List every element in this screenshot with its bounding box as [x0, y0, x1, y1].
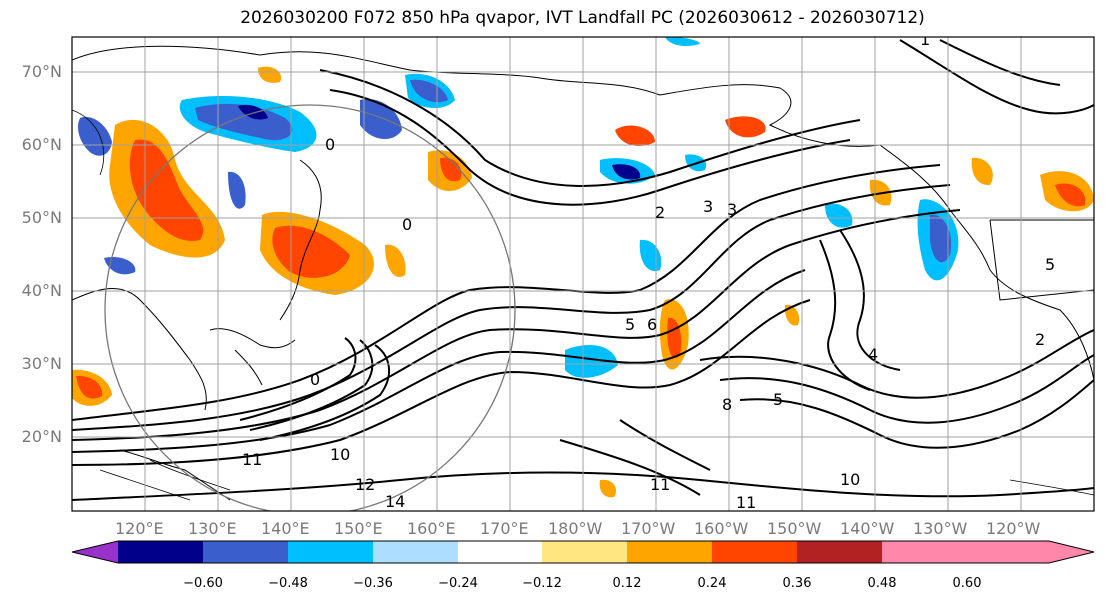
colorbar-tick: 0.12 — [612, 576, 642, 591]
colorbar — [71, 540, 1095, 564]
contour-label: 5 — [773, 390, 783, 409]
colorbar-segment — [797, 541, 882, 563]
colorbar-segment — [458, 541, 542, 563]
lon-label: 160°W — [694, 519, 749, 538]
contour-label: 2 — [655, 203, 665, 222]
contour-label: 11 — [650, 475, 670, 494]
colorbar-tick: −0.12 — [522, 576, 562, 591]
lon-label: 130°E — [188, 519, 237, 538]
colorbar-tick: 0.60 — [952, 576, 982, 591]
colorbar-tick: −0.48 — [268, 576, 308, 591]
colorbar-tick: −0.60 — [183, 576, 223, 591]
contour-label: 3 — [703, 197, 713, 216]
contour-label: 11 — [242, 450, 262, 469]
map-frame — [71, 36, 1095, 512]
contour-label: 5 — [1045, 255, 1055, 274]
lat-label-60n: 60°N — [21, 135, 62, 154]
coastlines — [72, 45, 1094, 501]
contour-label: 14 — [385, 492, 405, 511]
colorbar-tick: −0.24 — [438, 576, 478, 591]
colorbar-segment — [373, 541, 458, 563]
colorbar-segment — [288, 541, 373, 563]
lon-label: 170°E — [480, 519, 529, 538]
contour-label: 11 — [736, 493, 756, 512]
lon-label: 180°W — [548, 519, 603, 538]
contour-label: 10 — [330, 445, 350, 464]
lat-label-40n: 40°N — [21, 281, 62, 300]
contour-label: 12 — [355, 475, 375, 494]
contour-label: 3 — [727, 200, 737, 219]
colorbar-tick: −0.36 — [353, 576, 393, 591]
contour-label: 0 — [402, 215, 412, 234]
lon-label: 160°E — [407, 519, 456, 538]
contour-label: 6 — [647, 315, 657, 334]
contour-label: 4 — [868, 345, 878, 364]
colorbar-segment — [203, 541, 288, 563]
lon-label: 120°W — [986, 519, 1041, 538]
lat-label-30n: 30°N — [21, 354, 62, 373]
contour-label: 8 — [722, 395, 732, 414]
contour-label: 1 — [920, 30, 930, 49]
lon-label: 150°E — [334, 519, 383, 538]
contour-label: 0 — [325, 135, 335, 154]
lat-label-70n: 70°N — [21, 62, 62, 81]
ivt-contours — [72, 39, 1094, 501]
colorbar-outline — [71, 540, 1095, 564]
contour-label: 2 — [1035, 330, 1045, 349]
colorbar-tick: 0.36 — [782, 576, 812, 591]
lon-label: 170°W — [621, 519, 676, 538]
colorbar-segment — [882, 541, 1094, 563]
colorbar-segment — [627, 541, 712, 563]
contour-label: 5 — [625, 315, 635, 334]
lon-label: 130°W — [913, 519, 968, 538]
lon-label: 140°E — [261, 519, 310, 538]
thin-contours — [72, 109, 1094, 501]
map-title: 2026030200 F072 850 hPa qvapor, IVT Land… — [240, 8, 925, 28]
colorbar-segment — [118, 541, 203, 563]
contour-label: 10 — [840, 470, 860, 489]
lon-label: 120°E — [115, 519, 164, 538]
colorbar-tick: 0.48 — [867, 576, 897, 591]
positive-anomaly-shading — [72, 66, 1094, 498]
landfall-region-circle — [104, 104, 516, 511]
colorbar-tick: 0.24 — [697, 576, 727, 591]
colorbar-segment — [72, 541, 118, 563]
colorbar-segment — [712, 541, 797, 563]
lon-label: 150°W — [767, 519, 822, 538]
lat-label-50n: 50°N — [21, 208, 62, 227]
lon-label: 140°W — [840, 519, 895, 538]
lat-label-20n: 20°N — [21, 427, 62, 446]
contour-label: 0 — [310, 370, 320, 389]
gridlines — [72, 37, 1094, 511]
colorbar-segment — [542, 541, 627, 563]
